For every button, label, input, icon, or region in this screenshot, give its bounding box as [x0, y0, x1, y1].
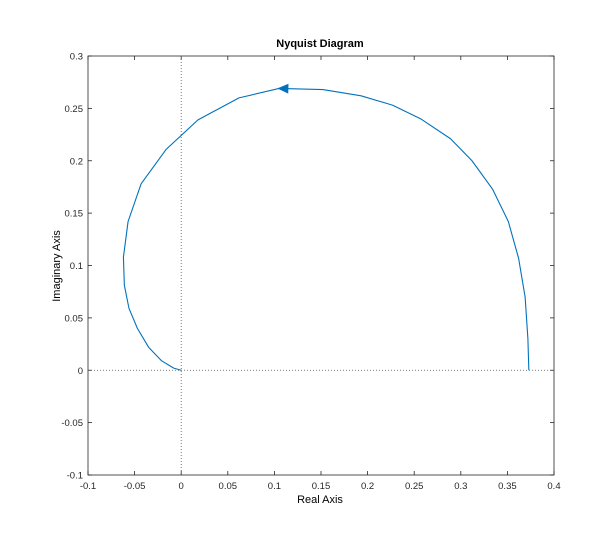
x-tick-label: 0.15	[312, 481, 331, 492]
y-tick-label: -0.1	[67, 471, 83, 482]
x-tick-label: 0.4	[547, 481, 560, 492]
y-tick-label: 0	[78, 366, 83, 377]
x-tick-label: 0.25	[405, 481, 424, 492]
plot-area: -0.1 -0.05 0 0.05 0.1 0.15 0.2 0.25 0.3 0.35 0.4 -0…	[61, 52, 560, 493]
y-tick-label: -0.05	[61, 418, 83, 429]
x-tick-label: 0	[179, 481, 184, 492]
direction-arrow-icon	[277, 83, 289, 94]
y-tick-label: 0.25	[65, 104, 84, 115]
y-tick-label: 0.2	[70, 156, 83, 167]
x-tick-label: 0.05	[219, 481, 238, 492]
y-tick-label: 0.3	[70, 52, 83, 63]
x-tick-label: -0.05	[124, 481, 146, 492]
x-axis-label: Real Axis	[297, 494, 343, 506]
y-tick-label: 0.15	[65, 209, 84, 220]
x-tick-label: 0.1	[268, 481, 281, 492]
x-tick-label: 0.35	[498, 481, 517, 492]
x-tick-label: 0.2	[361, 481, 374, 492]
nyquist-curve	[122, 87, 530, 371]
x-tick-label: 0.3	[454, 481, 467, 492]
y-axis-label: Imaginary Axis	[51, 230, 63, 302]
y-tick-label: 0.1	[70, 261, 83, 272]
x-tick-label: -0.1	[80, 481, 96, 492]
y-tick-label: 0.05	[65, 313, 84, 324]
chart-title: Nyquist Diagram	[276, 38, 364, 50]
